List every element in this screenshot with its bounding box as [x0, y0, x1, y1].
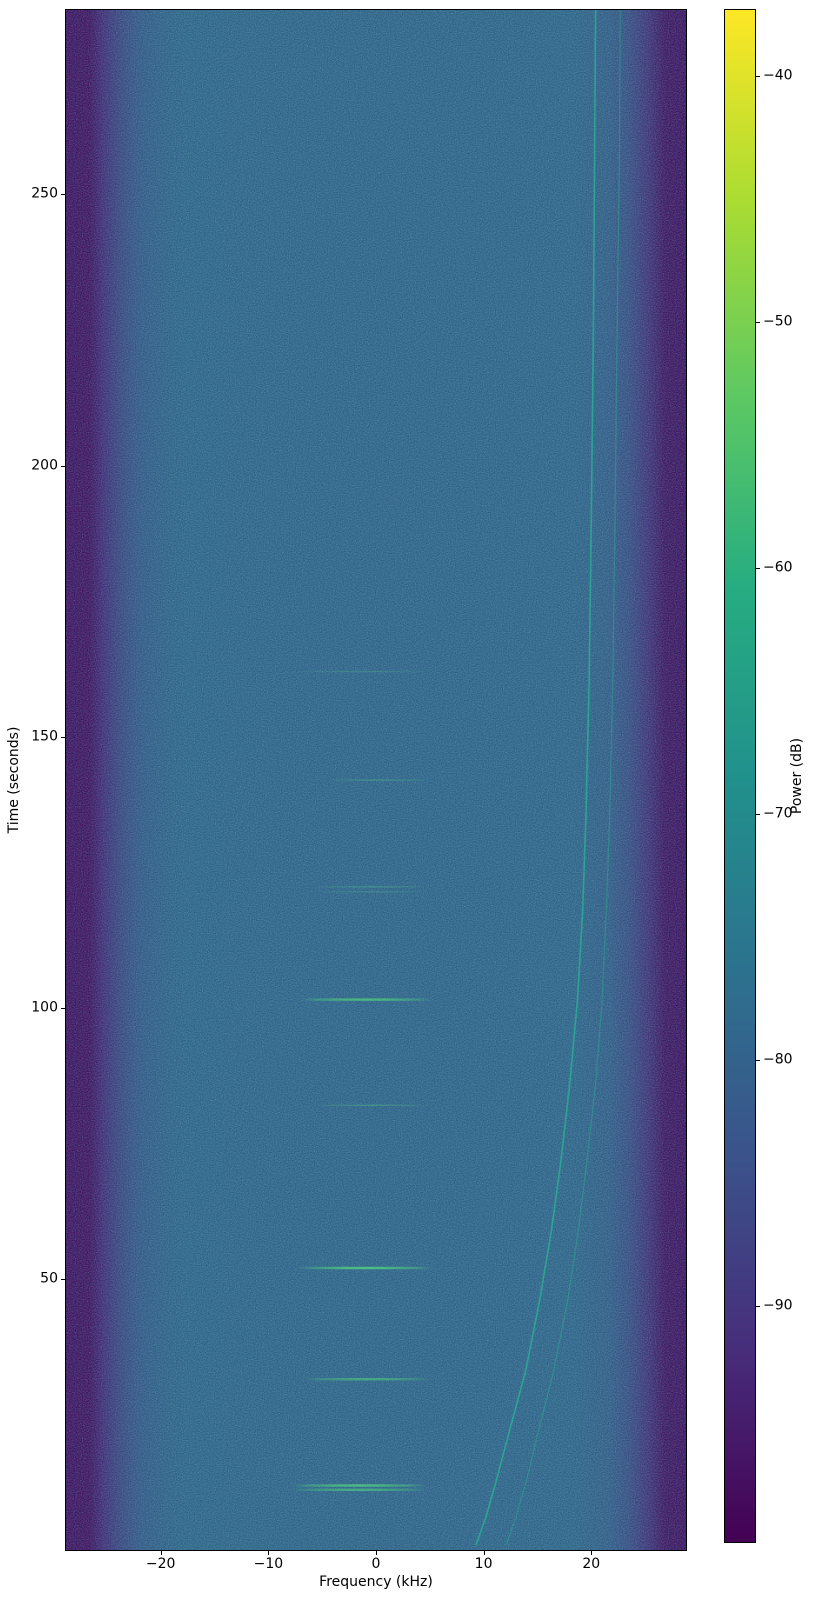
colorbar [724, 9, 756, 1543]
burst-line [297, 1266, 433, 1270]
y-tick-label: 250 [31, 185, 58, 202]
x-axis-label: Frequency (kHz) [319, 1574, 433, 1590]
doppler-trace-main [475, 9, 597, 1546]
burst-line [316, 886, 427, 888]
x-tick-label: −20 [145, 1556, 176, 1572]
y-tick-label: 200 [31, 457, 58, 473]
burst-line [327, 779, 430, 781]
axes-frame [65, 9, 687, 1551]
x-tick-label: 0 [371, 1556, 381, 1572]
colorbar-tick-label: −40 [763, 67, 793, 84]
colorbar-tick-mark [756, 1305, 760, 1307]
x-tick-mark [160, 1551, 162, 1555]
colorbar-label: Power (dB) [789, 737, 805, 815]
burst-line [299, 670, 430, 673]
y-tick-mark [61, 194, 65, 196]
y-tick-label: 150 [31, 728, 58, 745]
spectrogram-canvas [66, 9, 686, 1550]
y-tick-label: 50 [40, 1270, 58, 1287]
colorbar-tick-label: −70 [763, 805, 793, 822]
doppler-trace-secondary [505, 9, 621, 1546]
y-tick-mark [61, 736, 65, 738]
burst-line [292, 1484, 427, 1487]
y-tick-mark [61, 1007, 65, 1009]
x-tick-mark [483, 1551, 485, 1555]
burst-line [299, 998, 434, 1001]
colorbar-tick-label: −90 [763, 1297, 793, 1314]
colorbar-tick-mark [756, 322, 760, 324]
x-tick-label: 20 [582, 1556, 601, 1572]
burst-line [305, 1378, 430, 1381]
burst-line [292, 1488, 427, 1491]
burst-line [316, 1104, 427, 1106]
colorbar-tick-label: −50 [763, 313, 793, 330]
x-tick-label: −10 [253, 1556, 284, 1572]
x-tick-mark [591, 1551, 593, 1555]
x-tick-label: 10 [474, 1556, 493, 1572]
colorbar-tick-mark [756, 814, 760, 816]
colorbar-tick-label: −60 [763, 559, 793, 576]
burst-line [316, 891, 427, 893]
y-tick-mark [61, 465, 65, 467]
spectrogram-image [66, 9, 686, 1550]
x-tick-mark [376, 1551, 377, 1555]
x-tick-mark [268, 1551, 270, 1555]
colorbar-tick-mark [756, 1060, 760, 1061]
y-tick-mark [61, 1278, 65, 1280]
colorbar-tick-mark [756, 568, 760, 570]
colorbar-tick-label: −80 [763, 1051, 793, 1068]
colorbar-tick-mark [756, 76, 760, 78]
y-tick-label: 100 [31, 999, 58, 1016]
